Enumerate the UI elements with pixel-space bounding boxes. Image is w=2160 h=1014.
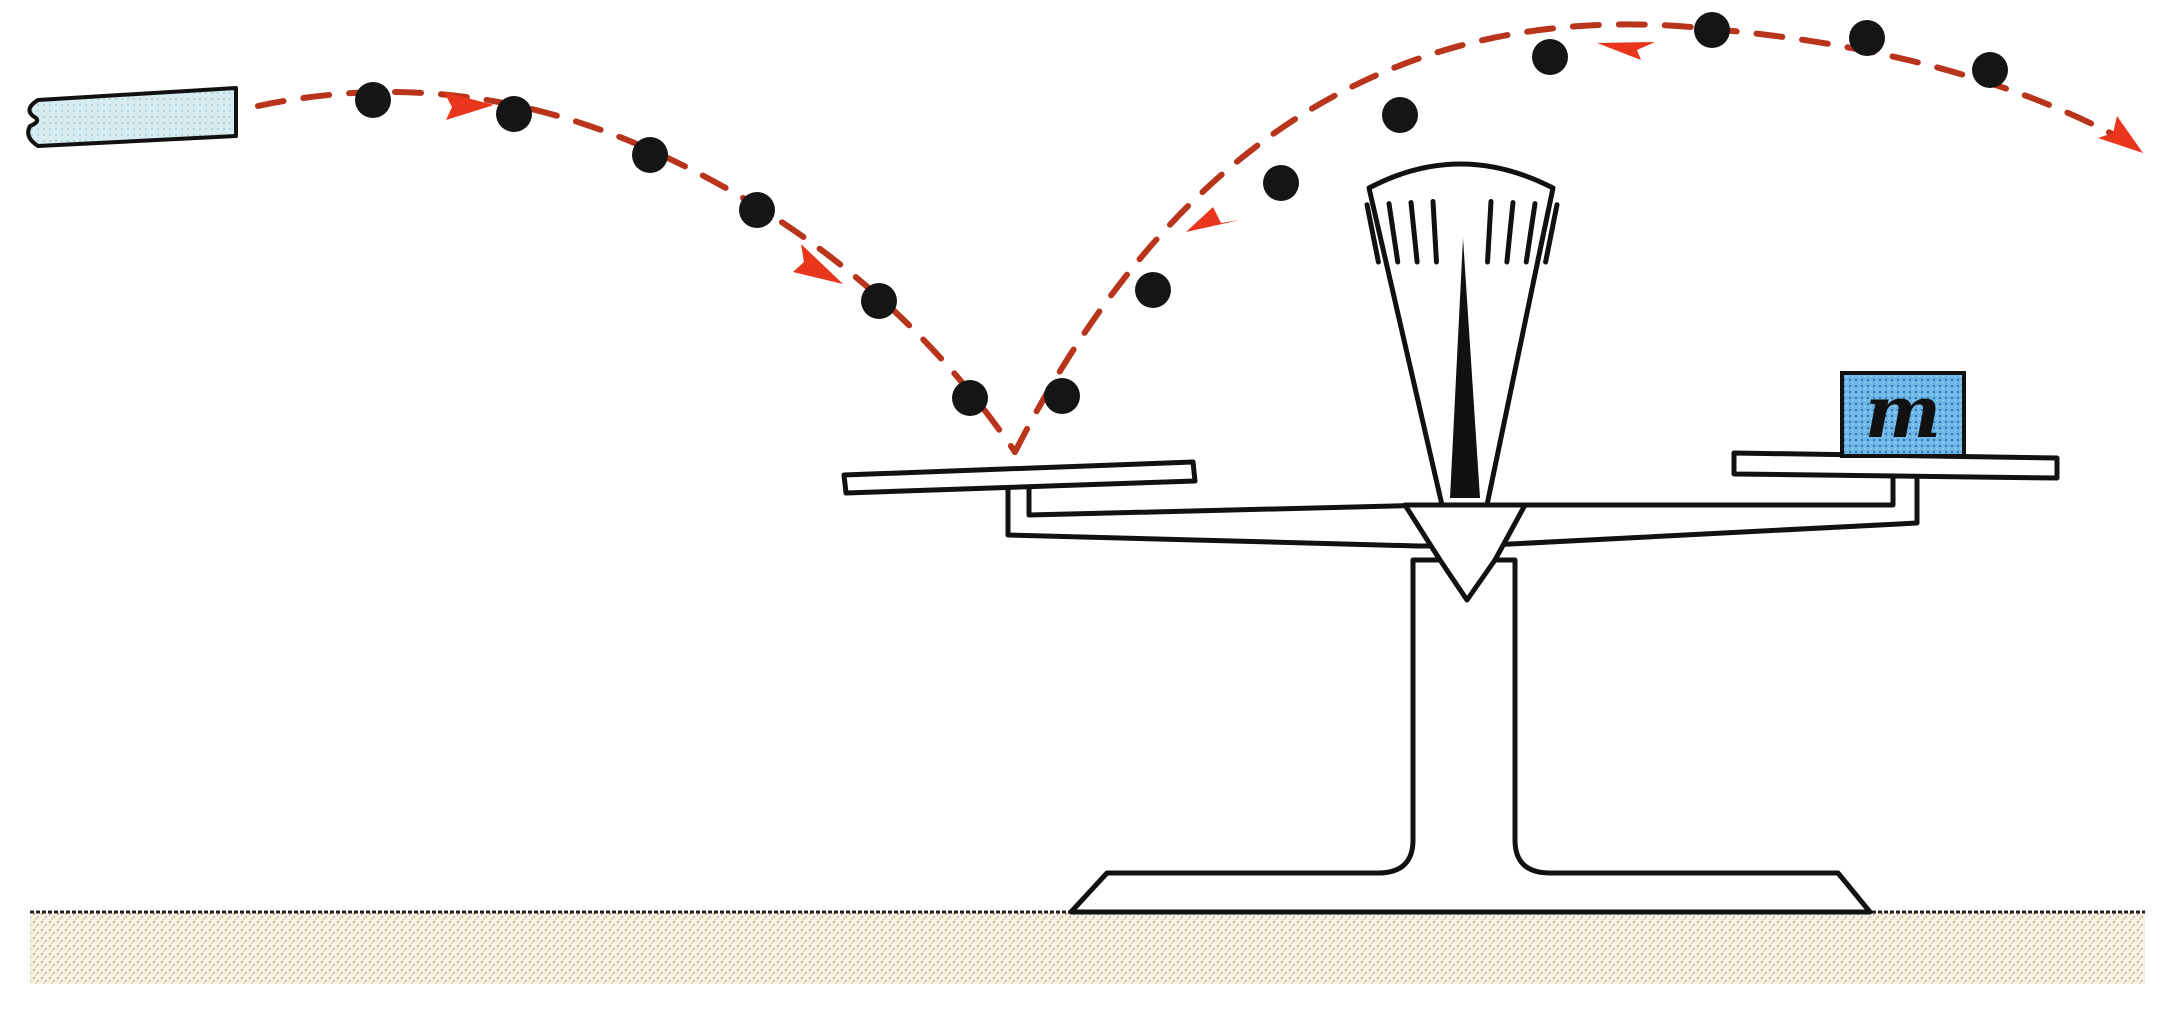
- floor: [30, 912, 2145, 984]
- scale-needle: [1450, 238, 1480, 498]
- ball-7: [1044, 378, 1080, 414]
- ball-5: [861, 283, 897, 319]
- ball-9: [1263, 165, 1299, 201]
- ball-1: [355, 82, 391, 118]
- ball-6: [952, 380, 988, 416]
- ball-4: [739, 192, 775, 228]
- trajectory-ascending: [1012, 21, 2141, 455]
- dial-tick: [1408, 200, 1420, 265]
- dial-tick: [1364, 202, 1381, 265]
- scale-dial: [1364, 161, 1560, 508]
- mass-label: m: [1865, 369, 1941, 454]
- dial-tick: [1485, 198, 1494, 265]
- nozzle: [26, 86, 238, 148]
- ball-12: [1694, 12, 1730, 48]
- ball-14: [1972, 52, 2008, 88]
- left-pan: [841, 459, 1198, 496]
- dial-tick: [1543, 202, 1560, 265]
- dial-tick: [1523, 201, 1538, 265]
- dial-tick: [1504, 200, 1516, 265]
- scale-base: [1068, 557, 1873, 915]
- arrow-4-icon: [1597, 42, 1655, 60]
- arrow-2-icon: [793, 244, 843, 284]
- arrow-1-icon: [444, 92, 494, 120]
- dial-tick: [1386, 201, 1401, 265]
- ball-2: [496, 96, 532, 132]
- balls-group: [355, 12, 2008, 416]
- ball-13: [1849, 20, 1885, 56]
- ball-11: [1532, 39, 1568, 75]
- scale-pivot: [1402, 502, 1528, 603]
- ball-3: [632, 137, 668, 173]
- dial-tick: [1430, 198, 1439, 265]
- ball-8: [1135, 272, 1171, 308]
- mass-block: m: [1840, 369, 1966, 458]
- ball-10: [1382, 97, 1418, 133]
- arrow-end-icon: [2098, 116, 2143, 153]
- arrow-3-icon: [1186, 207, 1240, 232]
- trajectory-descending: [255, 89, 1018, 455]
